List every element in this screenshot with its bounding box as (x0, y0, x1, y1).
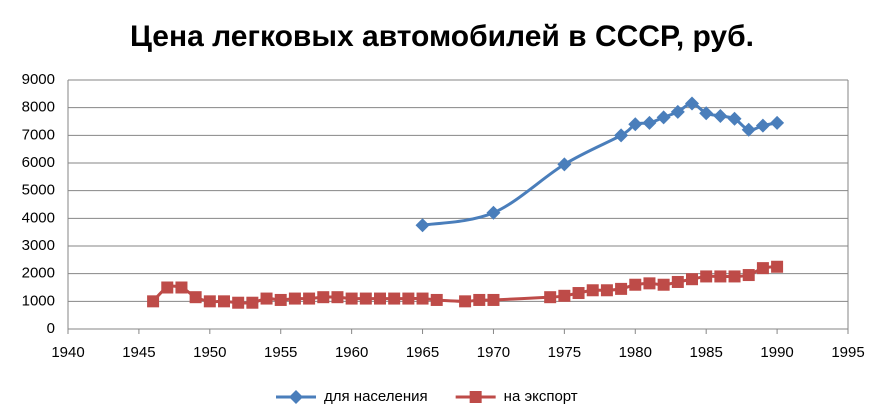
x-tick-label: 1955 (264, 344, 297, 361)
x-tick-label: 1940 (51, 344, 84, 361)
data-point (714, 270, 727, 283)
data-point (303, 292, 316, 305)
x-tick-label: 1995 (831, 344, 864, 361)
data-point (727, 111, 742, 126)
data-point (317, 291, 330, 304)
legend-label: на экспорт (504, 388, 578, 405)
y-tick-label: 6000 (22, 154, 55, 171)
legend-marker (469, 391, 482, 403)
data-point (755, 118, 770, 133)
legend-marker (289, 390, 303, 404)
data-point (487, 293, 500, 306)
data-point (557, 157, 572, 172)
x-tick-label: 1975 (548, 344, 581, 361)
x-tick-label: 1970 (477, 344, 510, 361)
data-point (642, 115, 657, 130)
data-point (274, 293, 287, 306)
data-point (614, 128, 629, 143)
data-point (670, 104, 685, 119)
data-point (544, 291, 557, 304)
data-point (728, 270, 741, 283)
data-point (374, 292, 386, 305)
data-point (345, 292, 358, 305)
data-point (770, 115, 785, 130)
data-point (473, 293, 486, 306)
data-point (771, 260, 784, 273)
data-point (741, 122, 756, 137)
data-point (486, 205, 501, 220)
data-point (685, 96, 699, 111)
x-tick-label: 1985 (689, 344, 722, 361)
data-point (628, 117, 643, 132)
data-point (713, 108, 728, 123)
y-tick-label: 3000 (22, 237, 55, 254)
data-point (643, 277, 656, 290)
data-point (161, 281, 174, 294)
data-point (558, 289, 571, 302)
data-point (629, 278, 642, 291)
data-point (260, 292, 273, 305)
y-tick-label: 8000 (22, 99, 55, 116)
data-point (288, 292, 301, 305)
y-tick-label: 7000 (22, 126, 55, 143)
x-tick-label: 1965 (406, 344, 439, 361)
series-line (422, 102, 778, 227)
y-tick-label: 4000 (22, 209, 55, 226)
data-point (742, 269, 755, 282)
data-point (203, 295, 216, 308)
data-point (175, 281, 188, 294)
data-point (246, 296, 259, 309)
data-point (359, 292, 372, 305)
x-tick-label: 1945 (122, 344, 155, 361)
data-point (331, 291, 344, 304)
x-tick-label: 1990 (760, 344, 793, 361)
x-tick-label: 1960 (335, 344, 368, 361)
data-point (402, 292, 415, 305)
data-point (416, 292, 429, 305)
data-point (218, 295, 230, 308)
data-point (615, 282, 628, 295)
x-tick-label: 1950 (193, 344, 226, 361)
y-tick-label: 1000 (22, 292, 55, 309)
data-point (671, 275, 684, 288)
data-point (657, 278, 670, 291)
data-point (388, 292, 401, 305)
y-tick-label: 0 (47, 320, 55, 337)
data-point (686, 273, 698, 286)
data-point (189, 291, 202, 304)
data-point (415, 218, 430, 233)
chart-title: Цена легковых автомобилей в СССР, руб. (130, 20, 754, 53)
data-point (147, 295, 160, 308)
data-point (600, 284, 613, 297)
data-point (586, 284, 599, 297)
data-point (699, 106, 714, 121)
y-tick-label: 5000 (22, 182, 55, 199)
y-tick-label: 9000 (22, 71, 55, 88)
data-point (572, 287, 585, 300)
data-point (700, 270, 713, 283)
data-point (459, 295, 472, 308)
data-point (430, 293, 443, 306)
data-point (232, 296, 245, 309)
x-tick-label: 1980 (619, 344, 652, 361)
data-point (756, 262, 769, 275)
data-point (656, 110, 671, 125)
y-tick-label: 2000 (22, 265, 55, 282)
legend-label: для населения (324, 388, 428, 405)
